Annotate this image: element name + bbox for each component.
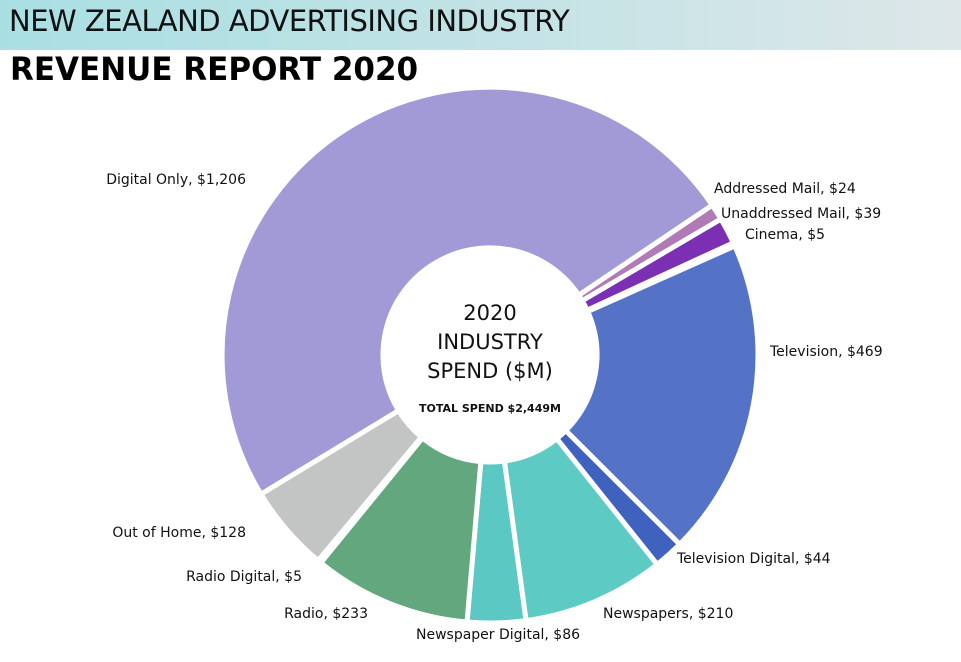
label-unaddressed-mail: Unaddressed Mail, $39 <box>721 206 881 222</box>
label-cinema: Cinema, $5 <box>745 227 825 243</box>
label-radio: Radio, $233 <box>284 606 368 622</box>
page-title: NEW ZEALAND ADVERTISING INDUSTRY <box>9 4 570 38</box>
title-bar: NEW ZEALAND ADVERTISING INDUSTRY <box>0 0 961 50</box>
donut-hole <box>383 248 597 462</box>
label-digital-only: Digital Only, $1,206 <box>106 172 246 188</box>
label-newspapers: Newspapers, $210 <box>603 606 733 622</box>
donut-slices <box>219 84 761 626</box>
label-television: Television, $469 <box>769 344 883 360</box>
label-radio-digital: Radio Digital, $5 <box>186 569 302 585</box>
center-total-spend: TOTAL SPEND $2,449M <box>419 402 561 415</box>
slice-labels: Addressed Mail, $24 Unaddressed Mail, $3… <box>106 172 882 643</box>
slice-digital-only <box>219 84 715 497</box>
center-title-line-3: SPEND ($M) <box>427 359 553 383</box>
label-out-of-home: Out of Home, $128 <box>112 525 246 541</box>
center-title-line-2: INDUSTRY <box>437 330 543 354</box>
center-title-line-1: 2020 <box>463 301 516 325</box>
label-addressed-mail: Addressed Mail, $24 <box>714 181 856 197</box>
page-subtitle: REVENUE REPORT 2020 <box>10 51 419 89</box>
label-television-digital: Television Digital, $44 <box>676 551 831 567</box>
label-newspaper-digital: Newspaper Digital, $86 <box>416 627 580 643</box>
